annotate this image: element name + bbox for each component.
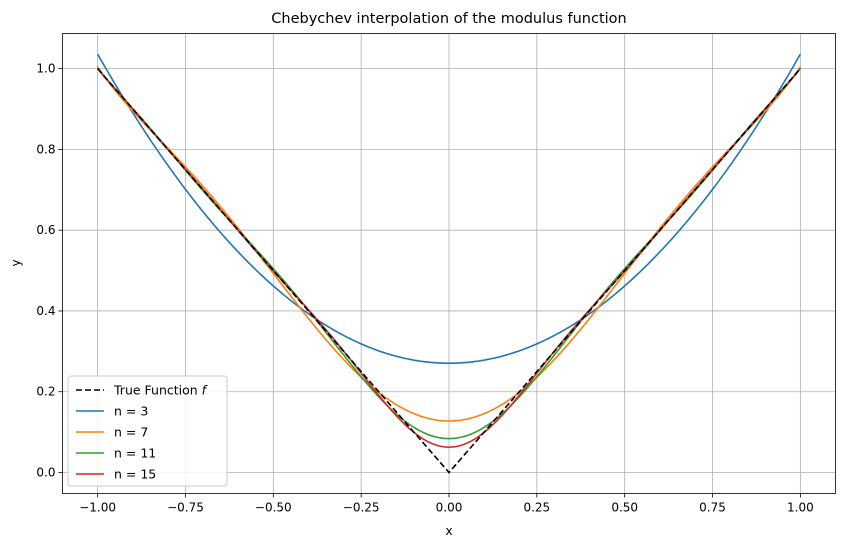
y-tick-label: 1.0 bbox=[36, 62, 55, 76]
y-tick-label: 0.0 bbox=[36, 465, 55, 479]
legend: True Function f n = 3 n = 7 n = 11 n = 15 bbox=[67, 375, 228, 487]
plot-lines bbox=[96, 53, 802, 474]
x-tick-label: −0.50 bbox=[255, 501, 292, 515]
legend-label: True Function f bbox=[113, 383, 208, 398]
series-line-true-function-f bbox=[97, 68, 801, 474]
x-tick-label: 0.00 bbox=[436, 501, 463, 515]
x-tick-label: −1.00 bbox=[79, 501, 116, 515]
chart-title: Chebychev interpolation of the modulus f… bbox=[271, 11, 626, 27]
legend-box bbox=[67, 375, 228, 487]
y-axis-ticks: 0.0 0.2 0.4 0.6 0.8 1.0 bbox=[36, 62, 63, 479]
x-axis-label: x bbox=[445, 524, 452, 538]
y-axis-label: y bbox=[9, 259, 23, 266]
x-tick-label: 1.00 bbox=[787, 501, 814, 515]
series-line-n-7 bbox=[96, 66, 802, 422]
legend-label: n = 3 bbox=[114, 404, 148, 419]
x-axis-ticks: −1.00 −0.75 −0.50 −0.25 0.00 0.25 0.50 0.75 1.00 bbox=[79, 493, 814, 515]
x-tick-label: −0.75 bbox=[167, 501, 204, 515]
y-tick-label: 0.8 bbox=[36, 142, 55, 156]
legend-label: n = 7 bbox=[114, 425, 148, 440]
legend-label: n = 15 bbox=[114, 467, 156, 482]
x-tick-label: −0.25 bbox=[343, 501, 380, 515]
x-tick-label: 0.75 bbox=[699, 501, 726, 515]
series-line-n-3 bbox=[96, 53, 802, 365]
x-tick-label: 0.25 bbox=[523, 501, 550, 515]
y-tick-label: 0.6 bbox=[36, 223, 55, 237]
y-tick-label: 0.2 bbox=[36, 385, 55, 399]
x-tick-label: 0.50 bbox=[611, 501, 638, 515]
legend-label: n = 11 bbox=[114, 446, 156, 461]
y-tick-label: 0.4 bbox=[36, 304, 55, 318]
